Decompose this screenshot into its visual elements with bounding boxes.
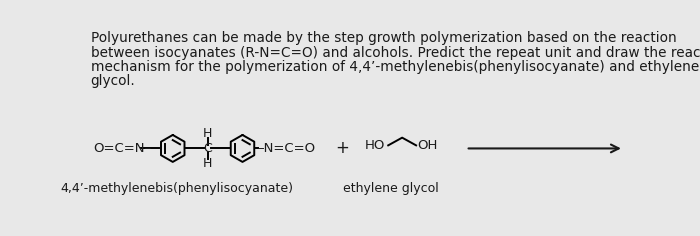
- Text: OH: OH: [417, 139, 438, 152]
- Text: mechanism for the polymerization of 4,4’-methylenebis(phenylisocyanate) and ethy: mechanism for the polymerization of 4,4’…: [90, 60, 699, 74]
- Text: ethylene glycol: ethylene glycol: [344, 182, 439, 195]
- Text: 4,4’-methylenebis(phenylisocyanate): 4,4’-methylenebis(phenylisocyanate): [60, 182, 293, 195]
- Text: H: H: [203, 127, 212, 140]
- Text: glycol.: glycol.: [90, 74, 135, 88]
- Text: HO: HO: [365, 139, 385, 152]
- Text: Polyurethanes can be made by the step growth polymerization based on the reactio: Polyurethanes can be made by the step gr…: [90, 31, 676, 45]
- Text: C: C: [203, 142, 212, 155]
- Text: between isocyanates (R-N=C=O) and alcohols. Predict the repeat unit and draw the: between isocyanates (R-N=C=O) and alcoho…: [90, 46, 700, 60]
- Text: O=C=N–: O=C=N–: [94, 142, 152, 155]
- Text: H: H: [203, 157, 212, 170]
- Text: –N=C=O: –N=C=O: [258, 142, 316, 155]
- Text: +: +: [335, 139, 349, 157]
